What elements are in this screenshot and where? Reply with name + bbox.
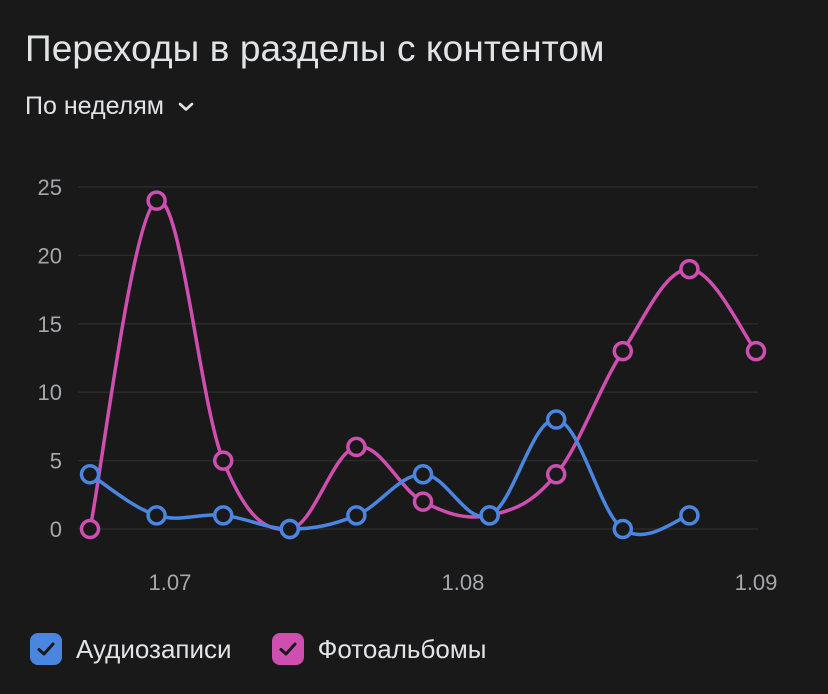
data-point-audio — [545, 409, 567, 430]
period-dropdown[interactable]: По неделям — [25, 92, 194, 121]
data-point-photo — [679, 258, 700, 280]
data-point-photo — [79, 518, 101, 540]
data-point-audio — [79, 464, 101, 485]
period-label: По неделям — [25, 92, 164, 120]
line-chart: 0 5 10 15 20 25 1.07 1.08 1.09 — [38, 175, 778, 595]
y-tick-label: 10 — [38, 380, 62, 405]
x-tick-label: 1.08 — [442, 570, 485, 595]
data-point-photo — [545, 464, 567, 485]
data-point-audio — [679, 505, 700, 526]
data-point-audio — [612, 518, 634, 540]
checkmark-icon — [37, 642, 55, 656]
y-tick-label: 0 — [50, 517, 62, 542]
chevron-down-icon — [178, 102, 194, 111]
data-point-photo — [146, 190, 167, 211]
data-point-audio — [146, 505, 167, 526]
data-point-audio — [479, 505, 500, 526]
y-tick-label: 5 — [50, 449, 62, 474]
y-tick-label: 15 — [38, 312, 62, 337]
series-line-audio — [88, 417, 692, 537]
x-tick-label: 1.07 — [149, 570, 192, 595]
data-point-photo — [412, 491, 434, 512]
legend-label-audio: Аудиозаписи — [76, 633, 232, 664]
y-tick-label: 20 — [38, 243, 62, 268]
data-point-audio — [212, 505, 234, 526]
checkbox-checked-icon[interactable] — [30, 633, 62, 665]
data-point-audio — [412, 464, 434, 485]
data-point-photo — [745, 340, 767, 362]
data-point-audio — [346, 505, 367, 526]
data-point-audio — [279, 518, 301, 540]
legend-item-audio[interactable]: Аудиозаписи — [30, 633, 232, 665]
x-tick-label: 1.09 — [735, 570, 778, 595]
checkbox-checked-icon[interactable] — [271, 633, 304, 665]
data-point-photo — [346, 436, 367, 458]
y-tick-label: 25 — [38, 175, 62, 200]
checkmark-icon — [279, 642, 297, 656]
page-title: Переходы в разделы с контентом — [25, 28, 605, 69]
data-point-photo — [612, 340, 634, 362]
legend-label-photo: Фотоальбомы — [317, 633, 487, 664]
data-point-photo — [212, 450, 234, 471]
chart-legend: Аудиозаписи Фотоальбомы — [30, 633, 486, 665]
legend-item-photo[interactable]: Фотоальбомы — [271, 633, 487, 665]
